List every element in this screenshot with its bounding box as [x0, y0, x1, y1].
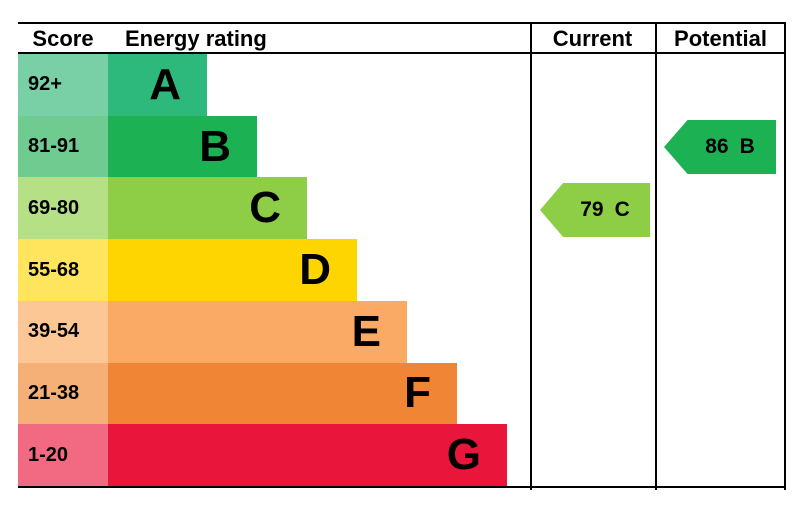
rating-bar-c: C	[108, 177, 307, 240]
current-potential-divider	[655, 22, 657, 490]
rating-bar-d: D	[108, 239, 357, 301]
score-range-a: 92+	[18, 54, 108, 116]
band-row-f: 21-38 F	[18, 362, 786, 425]
score-range-g: 1-20	[18, 424, 108, 487]
rating-bar-g: G	[108, 424, 507, 487]
band-row-g: 1-20 G	[18, 424, 786, 487]
rating-bar-a: A	[108, 54, 207, 116]
current-column-header: Current	[552, 26, 633, 51]
potential-column-divider-right	[784, 22, 786, 490]
rating-bar-f: F	[108, 362, 457, 425]
energy-rating-column-header: Energy rating	[125, 26, 267, 51]
score-range-f: 21-38	[18, 362, 108, 425]
band-row-a: 92+ A	[18, 54, 786, 116]
band-row-b: 81-91 B	[18, 115, 786, 178]
score-range-b: 81-91	[18, 115, 108, 178]
rating-bands: 92+ A 81-91 B 69-80 C 55-68 D 39-54 E 21…	[18, 54, 786, 487]
score-range-d: 55-68	[18, 239, 108, 301]
current-rating-arrow: 79 C	[540, 183, 650, 237]
score-range-c: 69-80	[18, 177, 108, 240]
current-rating-letter: C	[614, 198, 630, 221]
current-column-divider-left	[530, 22, 532, 490]
potential-rating-letter: B	[739, 135, 755, 158]
rating-table: Score Energy rating Current Potential 92…	[18, 22, 786, 488]
band-row-d: 55-68 D	[18, 239, 786, 301]
rating-bar-e: E	[108, 300, 407, 363]
score-range-e: 39-54	[18, 300, 108, 363]
potential-score-value: 86	[705, 135, 729, 158]
band-row-e: 39-54 E	[18, 300, 786, 363]
rating-bar-b: B	[108, 115, 257, 178]
table-header: Score Energy rating Current Potential	[18, 24, 786, 54]
score-column-header: Score	[32, 26, 94, 51]
band-row-c: 69-80 C	[18, 177, 786, 240]
potential-rating-arrow: 86 B	[664, 120, 776, 174]
potential-column-header: Potential	[674, 26, 767, 51]
current-score-value: 79	[580, 198, 604, 221]
